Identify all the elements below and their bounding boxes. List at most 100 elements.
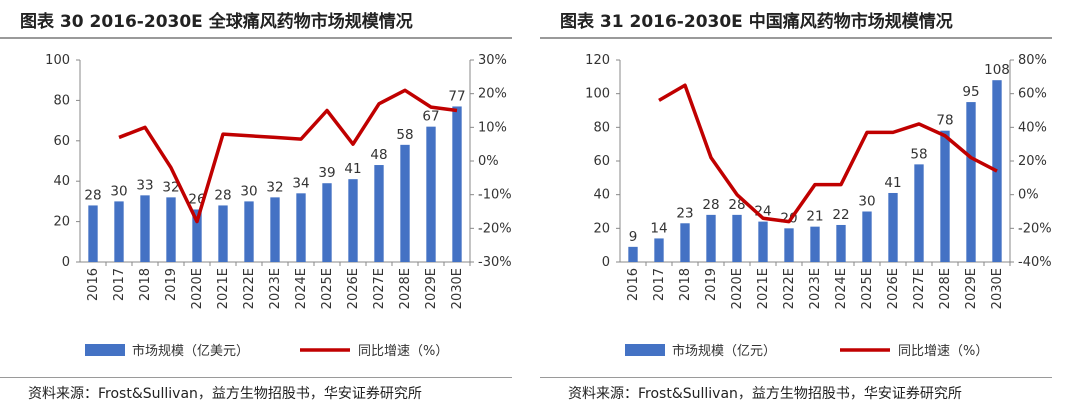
bar (400, 144, 410, 262)
bar (270, 197, 280, 262)
x-tick-label: 2020E (190, 268, 205, 309)
chart-china-gout-market: 0 20 40 60 80 100 120 -40% -20% 0% 20% 40% 60% 80% 9 20… (585, 53, 1052, 359)
bar (914, 164, 924, 262)
bar-value-label: 22 (832, 207, 849, 223)
y-tick-right-label: 10% (478, 120, 507, 135)
bar-value-label: 33 (136, 177, 153, 193)
x-tick-label: 2030E (450, 268, 465, 309)
x-tick-label: 2022E (242, 268, 257, 309)
bar-value-label: 108 (984, 62, 1010, 78)
bar (680, 223, 690, 262)
x-tick-label: 2024E (834, 268, 849, 309)
x-tick-label: 2018 (138, 268, 153, 301)
x-tick-label: 2017 (652, 268, 667, 301)
bar (140, 195, 150, 262)
x-tick-label: 2016 (86, 268, 101, 301)
x-tick-label: 2017 (112, 268, 127, 301)
x-tick-label: 2018 (678, 268, 693, 301)
y-tick-right-label: -20% (478, 221, 512, 236)
x-tick-label: 2022E (782, 268, 797, 309)
bar-value-label: 41 (884, 175, 901, 191)
x-tick-label: 2025E (860, 268, 875, 309)
bar-value-label: 58 (910, 146, 927, 162)
x-tick-label: 2027E (372, 268, 387, 309)
x-tick-label: 2028E (398, 268, 413, 309)
bar (244, 201, 254, 262)
bar-value-label: 58 (396, 127, 413, 143)
x-tick-label: 2026E (886, 268, 901, 309)
bar (784, 228, 794, 262)
bar (966, 102, 976, 262)
bar-value-label: 67 (422, 109, 439, 125)
y-tick-right-label: -20% (1018, 221, 1052, 236)
y-tick-left-label: 20 (593, 221, 610, 236)
y-tick-left-label: 0 (62, 255, 70, 270)
x-tick-label: 2021E (216, 268, 231, 309)
y-tick-right-label: 60% (1018, 87, 1047, 102)
y-tick-right-label: 30% (478, 53, 507, 68)
y-tick-left-label: 40 (593, 188, 610, 203)
bar-value-label: 28 (702, 197, 719, 213)
x-tick-label: 2028E (938, 268, 953, 309)
x-tick-label: 2023E (808, 268, 823, 309)
x-tick-label: 2020E (730, 268, 745, 309)
source-note: 资料来源：Frost&Sullivan，益方生物招股书，华安证券研究所 (568, 386, 962, 402)
bar (296, 193, 306, 262)
legend-bar-swatch (85, 344, 125, 356)
bar (166, 197, 176, 262)
x-tick-label: 2027E (912, 268, 927, 309)
y-tick-left-label: 100 (585, 87, 610, 102)
bar-value-label: 41 (344, 161, 361, 177)
y-tick-right-label: -40% (1018, 255, 1052, 270)
chart-panel-global: 图表 30 2016-2030E 全球痛风药物市场规模情况 0 20 40 60 80 1… (0, 12, 512, 402)
bar-value-label: 78 (936, 113, 953, 129)
bar (192, 209, 202, 262)
chart-title: 图表 31 2016-2030E 中国痛风药物市场规模情况 (560, 12, 953, 32)
bar (706, 214, 716, 262)
y-tick-left-label: 80 (53, 93, 70, 108)
chart-global-gout-market: 0 20 40 60 80 100 -30% -20% -10% 0% 10% 20% 30% 28 201… (45, 53, 512, 359)
y-tick-left-label: 0 (602, 255, 610, 270)
bar-value-label: 9 (629, 229, 638, 245)
x-tick-label: 2029E (424, 268, 439, 309)
bar-value-label: 77 (448, 88, 465, 104)
bar (628, 246, 638, 262)
bar (452, 106, 462, 263)
source-divider (540, 377, 1052, 378)
y-tick-left-label: 60 (593, 154, 610, 169)
y-tick-right-label: 20% (1018, 154, 1047, 169)
bar-value-label: 34 (292, 175, 309, 191)
legend-bar-label: 市场规模（亿美元） (132, 343, 249, 359)
bar (88, 205, 98, 262)
bar-value-label: 21 (806, 209, 823, 225)
y-tick-left-label: 20 (53, 215, 70, 230)
bar-value-label: 30 (110, 183, 127, 199)
bar (810, 226, 820, 262)
bar (426, 126, 436, 262)
x-tick-label: 2019 (164, 268, 179, 301)
bar-value-label: 23 (676, 205, 693, 221)
y-tick-right-label: 0% (478, 154, 499, 169)
y-tick-right-label: 20% (478, 87, 507, 102)
legend-line-label: 同比增速（%） (358, 344, 448, 359)
bar (758, 221, 768, 262)
bar-value-label: 32 (162, 179, 179, 195)
bar (862, 211, 872, 262)
bar (114, 201, 124, 262)
bar (940, 130, 950, 262)
x-tick-label: 2029E (964, 268, 979, 309)
x-tick-label: 2030E (990, 268, 1005, 309)
growth-rate-line (118, 88, 458, 224)
x-tick-label: 2019 (704, 268, 719, 301)
legend-bar-label: 市场规模（亿元） (672, 343, 776, 359)
y-tick-right-label: 40% (1018, 120, 1047, 135)
bar-value-label: 32 (266, 179, 283, 195)
bar (322, 183, 332, 262)
bar (374, 165, 384, 262)
bar (888, 192, 898, 262)
y-tick-right-label: 0% (1018, 188, 1039, 203)
title-divider (540, 37, 1052, 39)
bar-value-label: 28 (84, 187, 101, 203)
legend-bar-swatch (625, 344, 665, 356)
bar-value-label: 30 (858, 194, 875, 210)
